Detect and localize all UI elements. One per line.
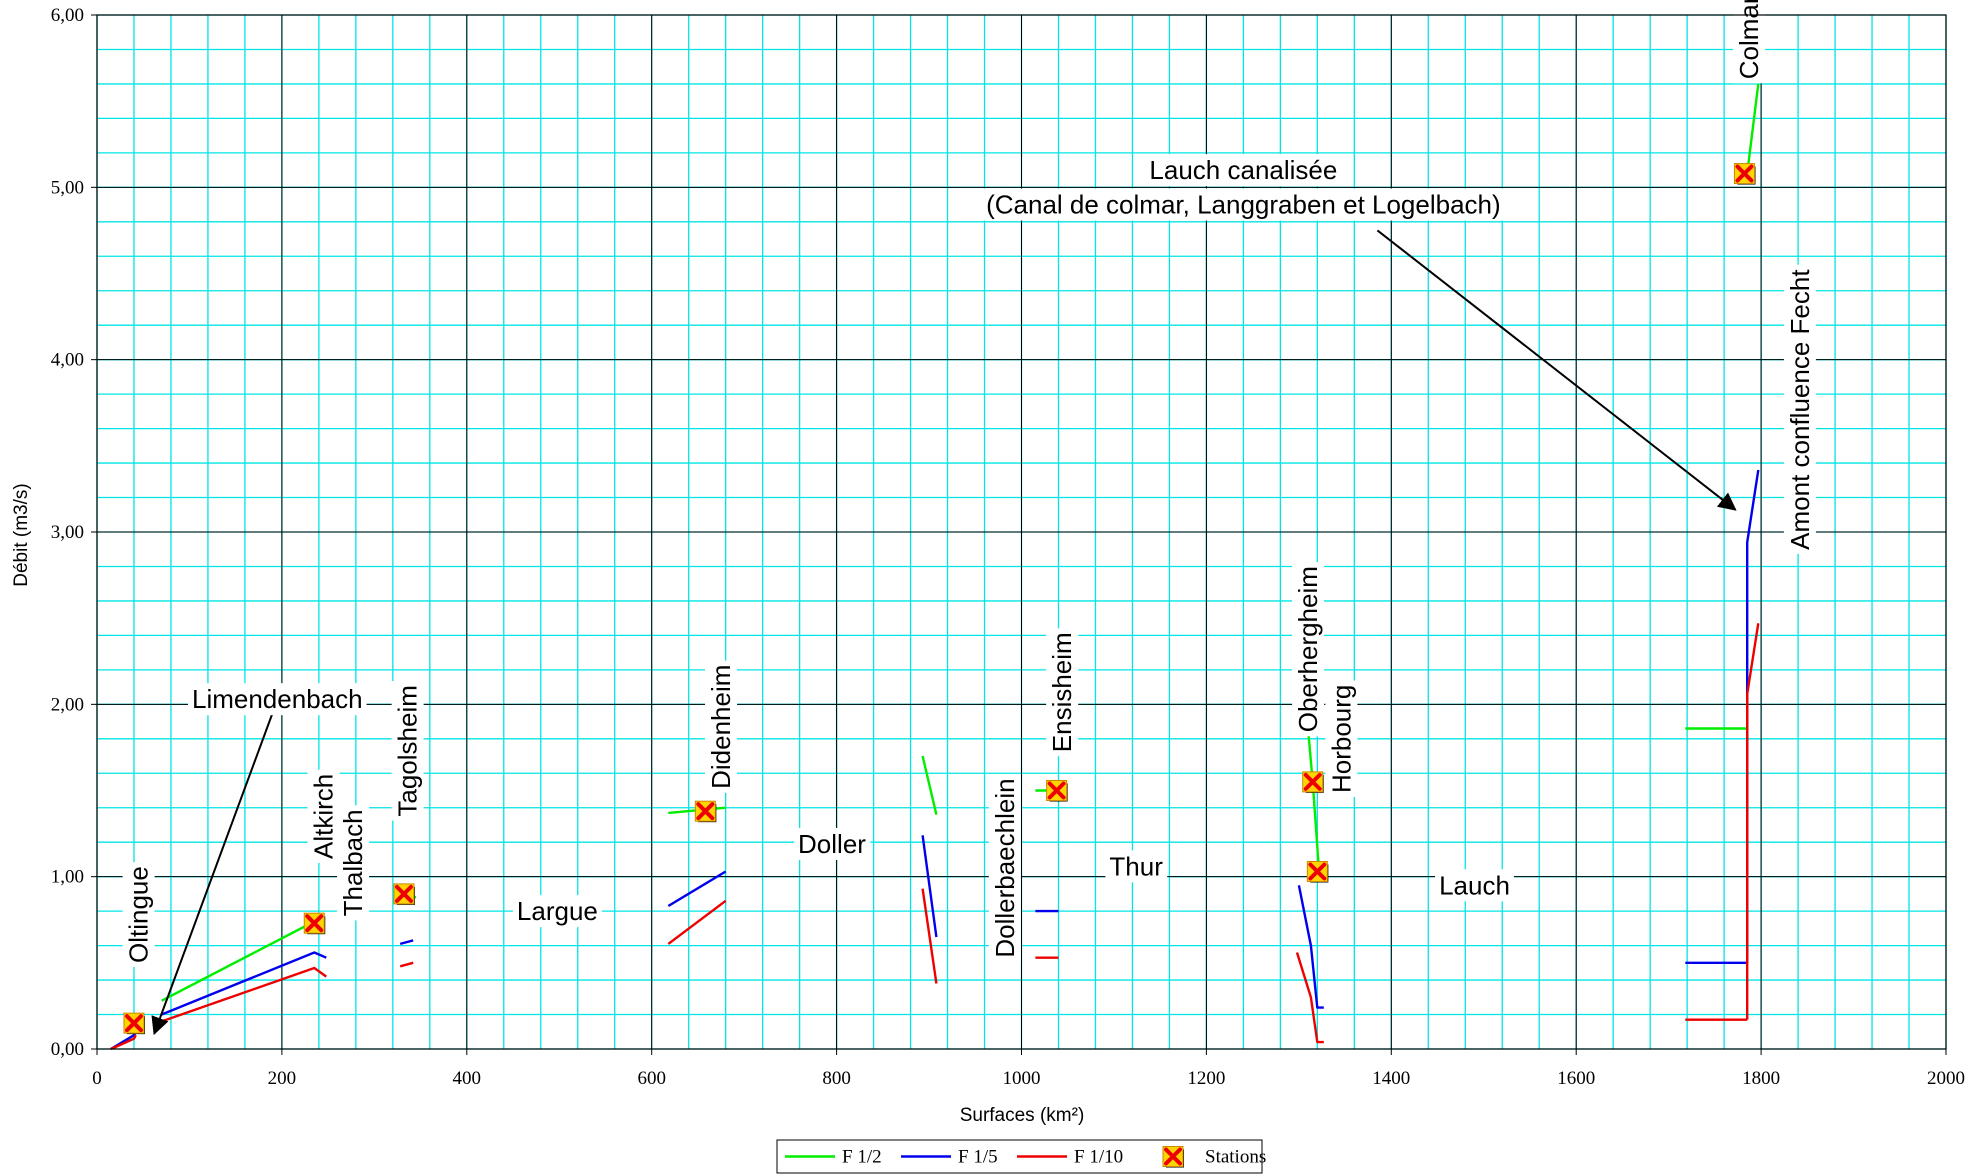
annotation-label-1: Oltingue xyxy=(124,866,154,963)
annotation-bg xyxy=(337,805,370,921)
annotation-bg xyxy=(982,188,1505,221)
annotation-label-6: Largue xyxy=(517,896,598,926)
station-marker-3 xyxy=(393,883,415,905)
station-marker-4 xyxy=(694,800,717,823)
annotation-bg xyxy=(1733,0,1766,84)
series-1-segment-9 xyxy=(1746,83,1760,174)
annotation-label-17: Lauch canalisée xyxy=(1149,155,1337,185)
station-marker-1 xyxy=(123,1012,145,1035)
x-axis-label: Surfaces (km²) xyxy=(960,1105,1085,1126)
series-3-segment-4 xyxy=(667,899,727,945)
x-tick-label: 2000 xyxy=(1927,1068,1965,1089)
annotation-bg xyxy=(307,769,340,863)
annotation-label-3: Altkirch xyxy=(309,774,339,859)
series-2-segment-5 xyxy=(921,835,938,938)
station-marker-8 xyxy=(1733,163,1756,185)
series-layer xyxy=(110,83,1760,1051)
annotation-bg xyxy=(1292,562,1325,737)
annotation-bg xyxy=(1325,680,1358,798)
y-axis-label: Débit (m3/s) xyxy=(11,483,32,586)
series-3-segment-1 xyxy=(110,1034,137,1051)
ticks-layer: 0 200 400 600 800 1000 1200 1400 1600 1800 2000 0,0… xyxy=(51,5,1965,1089)
annotations-layer: Oltingue Limendenbach Altkirch Thalbach Tago… xyxy=(122,0,1816,968)
annotation-label-14: Lauch xyxy=(1439,870,1510,900)
annotation-bg xyxy=(705,660,738,793)
annotation-bg xyxy=(512,895,602,928)
annotation-label-10: Ensisheim xyxy=(1047,632,1077,752)
annotation-bg xyxy=(988,774,1021,962)
annotation-label-11: Thur xyxy=(1109,851,1163,881)
stations-layer xyxy=(123,163,1756,1035)
series-3-segment-3 xyxy=(399,961,414,968)
series-1-segment-5 xyxy=(921,755,938,815)
series-2-segment-2 xyxy=(161,951,327,1016)
series-3-segment-5 xyxy=(921,888,938,984)
annotation-bg xyxy=(187,683,367,716)
station-marker-2 xyxy=(303,912,326,935)
annotation-label-9: Dollerbaechlein xyxy=(990,778,1020,957)
annotation-arrow-2 xyxy=(151,707,276,1036)
y-tick-label: 4,00 xyxy=(51,350,84,371)
annotation-bg xyxy=(794,827,871,860)
station-marker-5 xyxy=(1046,780,1068,802)
legend-swatch-4 xyxy=(1162,1146,1184,1168)
y-tick-label: 1,00 xyxy=(51,867,84,888)
y-tick-label: 0,00 xyxy=(51,1039,84,1060)
annotation-label-16: Amont confluence Fecht xyxy=(1785,269,1815,550)
series-2-segment-9 xyxy=(1745,469,1760,963)
series-2-segment-3 xyxy=(399,939,414,946)
annotation-label-7: Didenheim xyxy=(706,665,736,789)
legend-label-2: F 1/5 xyxy=(958,1147,998,1168)
x-tick-label: 200 xyxy=(268,1068,297,1089)
annotation-label-2: Limendenbach xyxy=(192,684,363,714)
x-tick-label: 600 xyxy=(637,1068,666,1089)
annotation-label-5: Tagolsheim xyxy=(393,685,423,817)
y-tick-label: 6,00 xyxy=(51,5,84,26)
annotation-label-12: Oberhergheim xyxy=(1293,566,1323,732)
x-tick-label: 1400 xyxy=(1372,1068,1410,1089)
annotation-label-4: Thalbach xyxy=(338,809,368,916)
x-tick-label: 800 xyxy=(822,1068,851,1089)
annotation-bg xyxy=(1046,628,1079,757)
station-marker-6 xyxy=(1302,771,1324,793)
annotation-label-15: Colmar xyxy=(1734,0,1764,79)
annotation-label-18: (Canal de colmar, Langgraben et Logelbac… xyxy=(986,190,1501,220)
legend-label-1: F 1/2 xyxy=(842,1147,882,1168)
y-tick-label: 2,00 xyxy=(51,694,84,715)
annotation-bg xyxy=(391,681,424,821)
annotation-arrows xyxy=(151,229,1737,1036)
legend-label-4: Stations xyxy=(1205,1147,1266,1168)
x-tick-label: 1200 xyxy=(1187,1068,1225,1089)
legend-label-3: F 1/10 xyxy=(1074,1147,1123,1168)
series-3-segment-2 xyxy=(161,966,327,1023)
series-2-segment-7 xyxy=(1297,885,1324,1009)
y-tick-label: 3,00 xyxy=(51,522,84,543)
x-tick-label: 1600 xyxy=(1557,1068,1595,1089)
x-tick-label: 1000 xyxy=(1003,1068,1041,1089)
x-tick-label: 400 xyxy=(453,1068,482,1089)
series-2-segment-4 xyxy=(667,870,727,908)
annotation-label-8: Doller xyxy=(798,829,866,859)
annotation-bg xyxy=(122,862,155,968)
annotation-bg xyxy=(1105,850,1168,883)
annotation-bg xyxy=(1145,154,1342,187)
annotation-arrow-18 xyxy=(1376,229,1737,511)
legend: F 1/2 F 1/5 F 1/10 Stations xyxy=(776,1139,1266,1174)
y-tick-label: 5,00 xyxy=(51,177,84,198)
grid-major xyxy=(96,14,1947,1050)
series-3-segment-9 xyxy=(1745,623,1760,1020)
x-tick-label: 1800 xyxy=(1742,1068,1780,1089)
annotation-bg xyxy=(1783,264,1816,554)
station-marker-7 xyxy=(1306,860,1329,883)
annotation-label-13: Horbourg xyxy=(1326,685,1356,793)
annotation-bg xyxy=(1435,869,1514,902)
x-tick-label: 0 xyxy=(92,1068,102,1089)
series-3-segment-7 xyxy=(1295,952,1324,1044)
